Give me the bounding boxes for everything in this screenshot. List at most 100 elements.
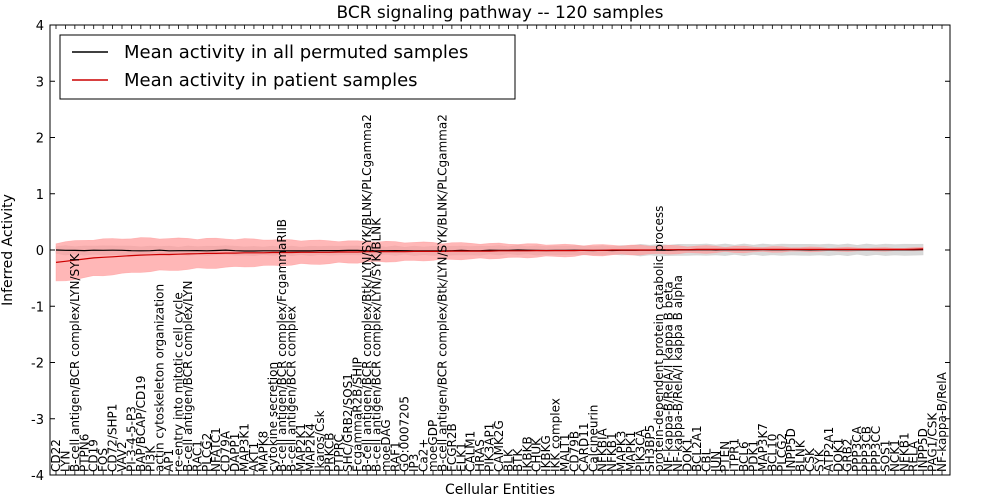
x-tick-label: FOS (96, 448, 110, 472)
x-tick-label: RAF1 (388, 441, 402, 472)
x-tick-label: CD19 (87, 439, 101, 472)
x-tick-label: MAP3K7 (756, 423, 770, 472)
x-tick-label: DOK1 (831, 438, 845, 472)
x-tick-label: PRKCB (322, 433, 336, 472)
x-tick-label: CD72/SHP1 (106, 404, 120, 472)
x-axis-label: Cellular Entities (445, 482, 555, 498)
x-tick-label: PI3K (143, 445, 157, 472)
lines-layer (55, 248, 924, 263)
x-tick-label: PPP3CB (860, 426, 874, 472)
legend: Mean activity in all permuted samples Me… (59, 34, 516, 100)
x-tick-label: FCGR2B (445, 423, 459, 472)
x-tick-label: RELA (907, 440, 921, 472)
y-tick-label: 4 (36, 19, 44, 34)
y-tick-label: -2 (31, 357, 44, 372)
x-tick-label: LYN (58, 451, 72, 472)
x-tick-label: DOK1 (681, 438, 695, 472)
x-tick-label: protein-dependent protein catabolic proc… (652, 206, 666, 472)
x-tick-label: INPP5D (916, 428, 930, 472)
x-tick-label: B-cell antigen/BCR complex/FcgammaRIIB (275, 219, 289, 472)
x-tick-label: BCL10 (765, 434, 779, 472)
y-tick-label: -3 (31, 413, 44, 428)
legend-label-patient: Mean activity in patient samples (124, 70, 418, 91)
x-tick-label: INPP5D (784, 428, 798, 472)
chart-title: BCR signaling pathway -- 120 samples (336, 3, 663, 23)
x-tick-label: SYK (813, 448, 827, 472)
x-tick-label: BAP/BCAP/CD19 (134, 375, 148, 472)
x-tick-label: CALM1 (464, 431, 478, 472)
x-tick-label: MAP2K1 (294, 423, 308, 472)
x-tick-label: JUN (709, 451, 723, 473)
x-tick-label: CD79B (567, 431, 581, 472)
x-tick-label: SHC/GRB2/SOS1 (341, 373, 355, 472)
x-tick-label: PIK3CA (633, 428, 647, 472)
legend-label-permuted: Mean activity in all permuted samples (124, 42, 468, 63)
x-tick-label: IKK complex (549, 398, 563, 472)
x-tick-label: Calcineurin (586, 405, 600, 472)
x-tick-label: NF-kappa-B/RelA (935, 371, 949, 472)
x-tick-label: IKBKB (520, 436, 534, 472)
y-tick-label: 0 (36, 244, 44, 259)
x-tick-label: FcgammaR2B/SHIP (351, 357, 365, 472)
x-tick-label: NFKB1 (605, 432, 619, 472)
y-tick-label: -1 (31, 300, 44, 315)
x-tick-label: ELK1 (454, 442, 468, 472)
x-tick-label: B-cell antigen/BCR complex/LYN (181, 281, 195, 473)
x-tick-label: B-cell antigen/BCR complex/Btk/LYN/SYK/B… (435, 114, 449, 472)
x-tick-label: GRB2 (841, 438, 855, 472)
x-tick-label: CBL (699, 448, 713, 472)
x-tick-label: NF-kappa-B/RelA/I kappa B alpha (671, 275, 685, 472)
x-tick-label: moeGDP (426, 420, 440, 472)
x-tick-label: ATP2A1 (822, 427, 836, 472)
series-line-patient (55, 248, 924, 263)
y-tick-label: 1 (36, 188, 44, 203)
x-tick-label: NFATC1 (209, 427, 223, 472)
x-tick-label: CARD11 (577, 423, 591, 472)
x-tick-label: B-cell antigen/BCR complex (285, 306, 299, 472)
x-tick-label: CD79A (219, 430, 233, 472)
x-tick-label: MAP3K1 (238, 423, 252, 472)
x-tick-label: MALT1 (558, 433, 572, 472)
x-tick-label: IP3 (407, 454, 421, 472)
y-tick-label: 3 (36, 75, 44, 90)
y-tick-label: -4 (31, 469, 44, 484)
x-tick-label: MAPK8 (256, 431, 270, 472)
x-tick-label: BLNK (794, 439, 808, 472)
x-tick-label: B-cell antigen/BCR complex/Btk/LYN/SYK/B… (360, 114, 374, 472)
x-tick-label: MAPK1 (624, 431, 638, 472)
x-tick-label: DAPP1 (228, 433, 242, 472)
x-tick-label: MAPK3 (615, 431, 629, 472)
x-tick-label: ITPR1 (728, 438, 742, 472)
x-tick-label: actin cytoskeleton organization (153, 284, 167, 472)
patient-band (55, 237, 924, 282)
x-tick-label: NF-kappa-B/RelA/I kappa B beta (662, 281, 676, 472)
x-tick-label: BCL2A1 (690, 425, 704, 472)
y-axis-label: Inferred Activity (0, 194, 16, 306)
x-tick-label: CAMK2G (492, 420, 506, 472)
x-tick-label: PAG1/CSK (926, 412, 940, 472)
x-tick-label: Ca2+ (417, 439, 431, 472)
x-tick-label: PLCG2 (775, 433, 789, 472)
x-tick-label: re-entry into mitotic cell cycle (172, 292, 186, 472)
x-tick-label: BLK (501, 448, 515, 472)
x-tick-label: PPP3CC (869, 426, 883, 472)
x-tick-label: cytokine secretion (266, 362, 280, 472)
x-tick-label: PTPN6 (77, 434, 91, 472)
x-tick-label: PPP3CA (850, 425, 864, 472)
x-tick-label: IKBKG (539, 435, 553, 472)
x-tick-label: NFKBIA (596, 427, 610, 472)
x-tick-label: CD22 (49, 439, 63, 472)
x-tick-label: NCK1 (888, 439, 902, 472)
y-axis: -4 -3 -2 -1 0 1 2 3 4 (31, 19, 950, 484)
x-tick-label: B-cell antigen/BCR complex/LYN/SYK (68, 253, 82, 473)
x-tick-label: CSK (803, 447, 817, 472)
x-tick-label: NFKB1 (897, 432, 911, 472)
legend-box (59, 34, 516, 100)
x-tick-label: PTPRC (332, 434, 346, 472)
x-tick-label: VAV2 (115, 441, 129, 472)
x-tick-label: SOS1 (878, 440, 892, 472)
x-tick-label: SH3BP5 (643, 425, 657, 472)
